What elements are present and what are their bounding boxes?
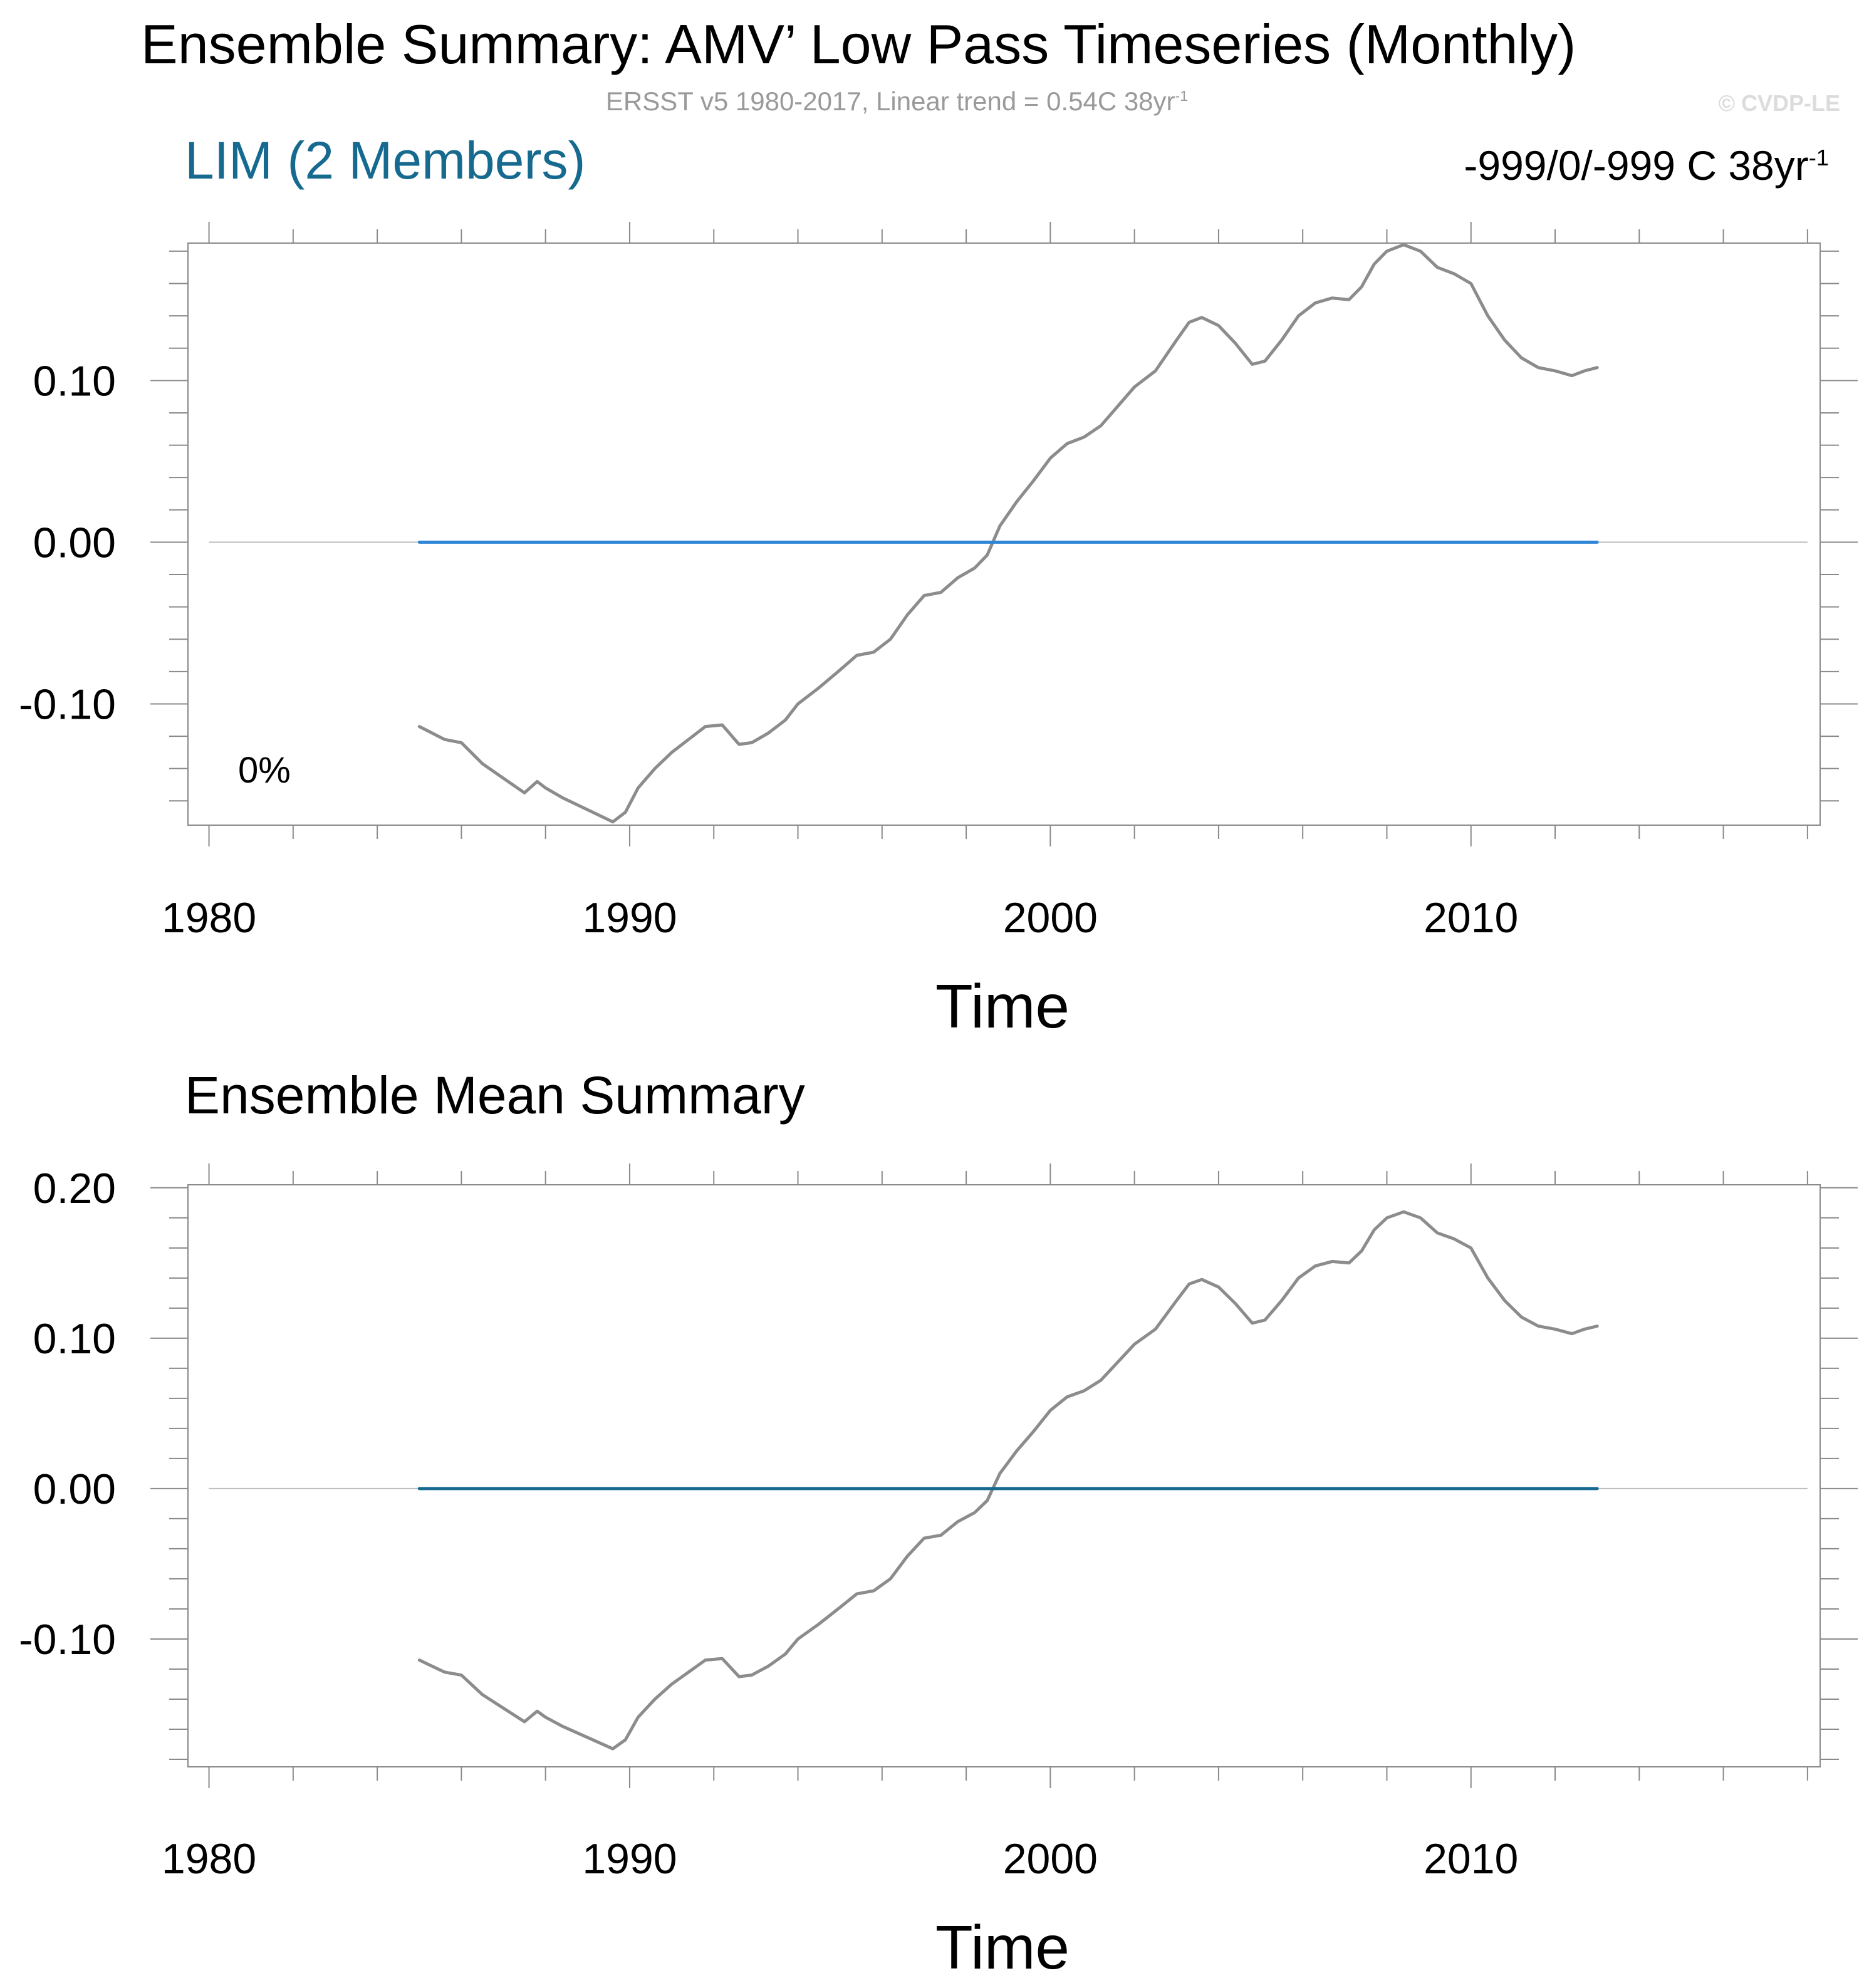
panel1-stats-text: -999/0/-999 C 38yr [1464,142,1809,189]
panel1-ytick-label-1: 0.00 [33,519,116,566]
panel1-xtick-label-2: 2000 [1003,894,1098,942]
panel2-xtick-label-1: 1990 [582,1835,677,1883]
panel2-label: Ensemble Mean Summary [185,1066,805,1125]
panel2-xaxis-label: Time [935,1913,1070,1982]
panel1-xtick-label-0: 1980 [162,894,256,942]
panel1-ytick-label-2: 0.10 [33,357,116,405]
watermark: © CVDP-LE [1718,90,1840,116]
panel1-frame [187,242,1821,826]
panel2-ytick-label-0: -0.10 [19,1616,116,1663]
panel1-xaxis-label: Time [935,972,1070,1041]
panel2-xtick-label-2: 2000 [1003,1835,1098,1883]
panel1-xtick-label-3: 2010 [1424,894,1518,942]
panel1-percent-annotation: 0% [238,750,291,791]
subtitle: ERSST v5 1980-2017, Linear trend = 0.54C… [0,86,1869,117]
panel2-frame [187,1184,1821,1767]
panel2-ytick-label-2: 0.10 [33,1315,116,1363]
panel1-plot-group: -0.10 0.00 0.10 1980 1990 2000 2010 Time [19,222,1858,1041]
panel1-stats-superscript: -1 [1808,145,1829,170]
panel1-trend-stats: -999/0/-999 C 38yr-1 [1464,142,1829,189]
panel2-xtick-label-0: 1980 [162,1835,256,1883]
panel1-xtick-label-1: 1990 [582,894,677,942]
subtitle-superscript: -1 [1175,88,1189,104]
panel2-ytick-label-1: 0.00 [33,1465,116,1513]
panel1-ytick-label-0: -0.10 [19,680,116,728]
main-title: Ensemble Summary: AMV’ Low Pass Timeseri… [141,13,1576,75]
panel2-series-0 [417,1210,1599,1751]
panel2-ytick-label-3: 0.20 [33,1165,116,1212]
panel2-plot-group: -0.10 0.00 0.10 0.20 1980 1990 2000 2010 Time [19,1163,1858,1982]
panel2-xtick-label-3: 2010 [1424,1835,1518,1883]
panel1-series-0 [417,243,1599,824]
subtitle-text: ERSST v5 1980-2017, Linear trend = 0.54C… [605,86,1175,116]
panel1-label: LIM (2 Members) [185,131,586,190]
